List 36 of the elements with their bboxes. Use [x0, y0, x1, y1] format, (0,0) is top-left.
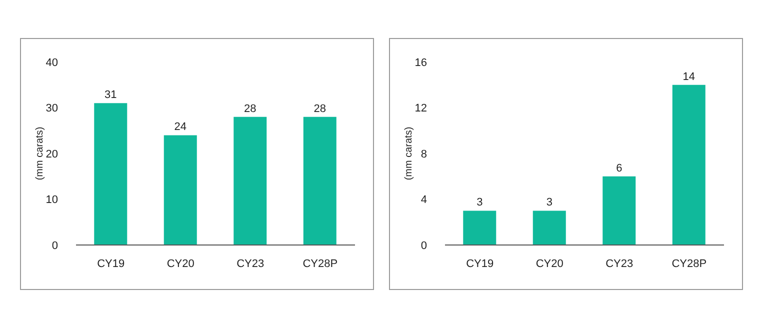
data-label: 31	[104, 89, 117, 102]
x-tick-label: CY19	[466, 258, 494, 270]
y-tick-label: 20	[46, 148, 58, 160]
y-tick-label: 0	[52, 240, 58, 252]
x-tick-label: CY28P	[302, 258, 338, 270]
x-tick-label: CY20	[166, 258, 194, 270]
y-tick-label: 8	[420, 148, 427, 160]
data-label: 3	[546, 196, 552, 209]
x-tick-label: CY20	[536, 258, 564, 270]
data-label: 28	[244, 102, 256, 115]
bar	[672, 84, 706, 245]
y-tick-label: 0	[420, 240, 427, 252]
x-tick-label: CY28P	[672, 258, 707, 270]
y-tick-label: 40	[46, 56, 58, 69]
y-tick-label: 4	[420, 194, 427, 206]
bar	[94, 103, 128, 245]
data-label: 28	[314, 102, 326, 115]
y-tick-label: 30	[46, 102, 58, 115]
x-tick-label: CY19	[97, 258, 125, 270]
data-label: 14	[682, 70, 696, 83]
bar	[532, 210, 566, 245]
bar	[602, 176, 636, 245]
bar	[234, 116, 267, 245]
y-tick-label: 16	[414, 56, 427, 69]
y-tick-label: 12	[414, 102, 427, 115]
x-tick-label: CY23	[606, 258, 634, 270]
y-tick-label: 10	[46, 194, 58, 206]
y-axis-title: (mm carats)	[404, 126, 415, 180]
bar	[164, 135, 197, 245]
data-label: 3	[476, 196, 483, 209]
bar	[463, 210, 496, 245]
x-tick-label: CY23	[236, 258, 264, 270]
y-axis-title: (mm carats)	[34, 126, 46, 180]
data-label: 6	[616, 162, 622, 174]
bar	[303, 116, 336, 245]
data-label: 24	[174, 121, 187, 134]
